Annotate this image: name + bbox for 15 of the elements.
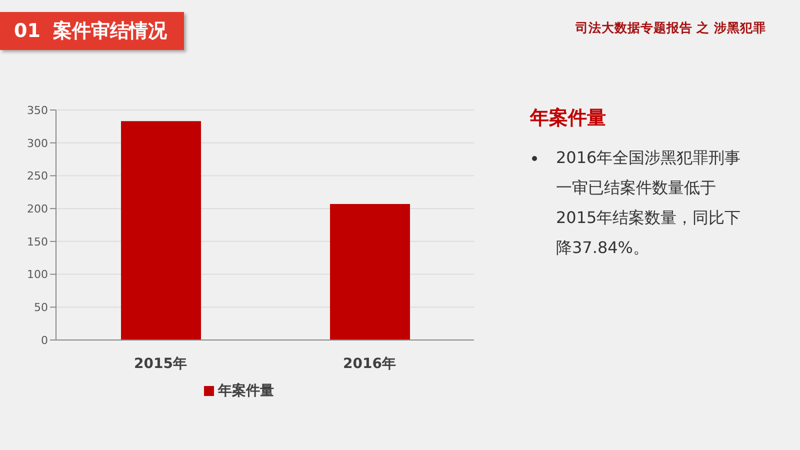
- y-tick-label: 350: [27, 104, 48, 117]
- y-tick-label: 250: [27, 170, 48, 183]
- x-tick-label: 2015年: [134, 356, 187, 372]
- y-tick-label: 200: [27, 202, 48, 216]
- text: 年案件量: [530, 106, 606, 131]
- y-tick-label: 50: [34, 301, 48, 314]
- x-tick-label: 2016年: [343, 356, 396, 372]
- y-tick-label: 150: [27, 235, 48, 248]
- y-tick-label: 100: [27, 268, 48, 282]
- legend-label: 年案件量: [218, 383, 274, 399]
- y-tick-label: 300: [27, 136, 48, 150]
- y-tick-label: 0: [41, 334, 48, 347]
- text: 2016年全国涉黑犯罪刑事一审已结案件数量低于2015年结案数量，同比下降37.84%。: [556, 147, 742, 259]
- text: 司法大数据专题报告 之 涉黑犯罪: [575, 20, 766, 37]
- chart-title: 01 案件审结情况: [0, 12, 184, 50]
